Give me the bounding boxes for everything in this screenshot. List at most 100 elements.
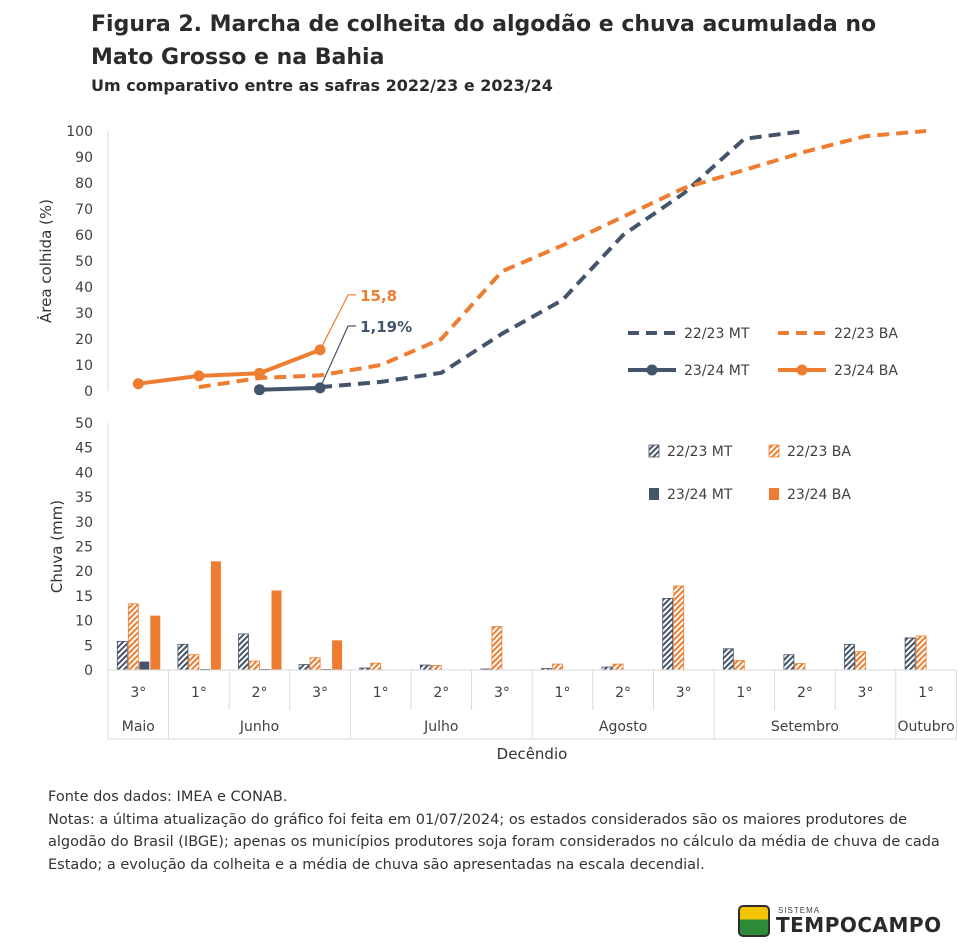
line-y-tick-label: 50 — [75, 254, 93, 270]
month-label: Julho — [423, 719, 458, 735]
bar-y-tick-label: 40 — [75, 465, 93, 481]
legend-key-bar — [648, 444, 660, 458]
month-label: Setembro — [771, 719, 839, 735]
line-series-23-24-MT — [259, 385, 321, 392]
legend-label: 22/23 BA — [787, 444, 851, 460]
legend-label: 23/24 BA — [834, 363, 898, 379]
line-y-axis-title: Área colhida (%) — [36, 199, 55, 323]
legend-label: 23/24 MT — [667, 487, 733, 503]
logo-icon — [738, 905, 770, 937]
bar-23-24-BA — [332, 640, 343, 670]
x-tick-label: 2° — [615, 685, 631, 701]
line-y-tick-label: 30 — [75, 306, 93, 322]
legend-key-bar — [768, 444, 780, 458]
logo-small-text: SISTEMA — [778, 906, 821, 915]
callout-label-mt: 1,19% — [360, 318, 412, 336]
callout-line-mt — [319, 325, 357, 389]
x-tick-label: 3° — [676, 685, 692, 701]
bar-23-24-BA — [271, 590, 282, 670]
legend-label: 23/24 BA — [787, 487, 851, 503]
bar-22-23-BA — [430, 665, 442, 671]
bar-22-23-MT — [662, 597, 674, 671]
legend-key-bar — [769, 488, 779, 500]
line-series-22-23-MT — [319, 129, 806, 390]
bar-22-23-BA — [370, 662, 382, 671]
bar-y-tick-label: 20 — [75, 564, 93, 580]
legend-label: 22/23 MT — [667, 444, 733, 460]
notes-block: Fonte dos dados: IMEA e CONAB. Notas: a … — [48, 786, 948, 876]
x-tick-label: 2° — [797, 685, 813, 701]
legend-label: 22/23 BA — [834, 326, 898, 342]
legend-key-marker — [646, 364, 658, 376]
line-series-23-24-BA — [138, 348, 321, 386]
x-tick-label: 3° — [130, 685, 146, 701]
bar-22-23-BA — [249, 660, 260, 671]
x-axis-title: Decêndio — [497, 745, 568, 763]
line-y-tick-label: 60 — [75, 228, 93, 244]
bar-23-24-BA — [150, 615, 161, 670]
line-point — [254, 384, 265, 396]
line-y-tick-label: 80 — [75, 176, 93, 192]
callout-line-ba — [319, 294, 357, 351]
month-label: Outubro — [898, 719, 955, 735]
x-tick-label: 3° — [858, 685, 874, 701]
bar-y-tick-label: 45 — [75, 441, 93, 457]
line-y-tick-label: 90 — [75, 150, 93, 166]
month-label: Junho — [239, 719, 279, 735]
bar-y-tick-label: 5 — [84, 638, 93, 654]
bar-22-23-BA — [673, 585, 685, 671]
bar-22-23-BA — [309, 657, 321, 671]
x-tick-label: 1° — [736, 685, 752, 701]
line-point — [132, 378, 144, 390]
bar-y-tick-label: 25 — [75, 540, 93, 556]
line-y-tick-label: 40 — [75, 280, 93, 296]
legend-key-marker — [796, 364, 808, 376]
x-tick-label: 1° — [918, 685, 934, 701]
line-point — [254, 367, 265, 379]
source-note: Fonte dos dados: IMEA e CONAB. — [48, 789, 288, 805]
x-tick-label: 1° — [555, 685, 571, 701]
line-y-tick-label: 100 — [66, 124, 93, 140]
bar-y-tick-label: 35 — [75, 490, 93, 506]
bar-y-tick-label: 15 — [75, 589, 93, 605]
line-series-22-23-BA — [198, 129, 927, 390]
bar-22-23-MT — [238, 633, 249, 671]
x-tick-label: 2° — [433, 685, 449, 701]
bar-22-23-BA — [491, 626, 503, 671]
bar-y-tick-label: 10 — [75, 614, 93, 630]
x-tick-label: 2° — [252, 685, 268, 701]
line-y-tick-label: 0 — [84, 384, 93, 400]
bar-22-23-BA — [855, 651, 866, 671]
bar-22-23-MT — [177, 643, 189, 671]
bar-22-23-MT — [298, 664, 310, 671]
bar-22-23-MT — [116, 640, 128, 671]
bar-22-23-MT — [419, 664, 431, 671]
bar-22-23-BA — [612, 663, 624, 671]
month-label: Agosto — [599, 719, 647, 735]
bar-22-23-MT — [904, 637, 916, 671]
callout-label-ba: 15,8 — [360, 287, 397, 305]
bar-22-23-BA — [794, 663, 806, 671]
x-tick-label: 1° — [373, 685, 389, 701]
line-y-tick-label: 70 — [75, 202, 93, 218]
bar-22-23-BA — [915, 635, 927, 671]
bar-y-tick-label: 30 — [75, 515, 93, 531]
bar-22-23-MT — [783, 654, 795, 671]
x-tick-label: 1° — [191, 685, 207, 701]
bar-y-tick-label: 0 — [84, 663, 93, 679]
chart-subtitle: Um comparativo entre as safras 2022/23 e… — [91, 76, 553, 95]
legend-label: 23/24 MT — [684, 363, 750, 379]
month-label: Maio — [122, 719, 155, 735]
bar-22-23-BA — [552, 663, 563, 671]
bar-23-24-MT — [139, 661, 150, 670]
bar-23-24-BA — [210, 561, 221, 670]
bar-22-23-MT — [722, 648, 734, 671]
x-tick-label: 3° — [312, 685, 328, 701]
chart-title: Figura 2. Marcha de colheita do algodão … — [91, 12, 877, 70]
notes-text: Notas: a última atualização do gráfico f… — [48, 811, 940, 873]
bar-y-axis-title: Chuva (mm) — [48, 500, 66, 593]
legend-label: 22/23 MT — [684, 326, 750, 342]
bar-22-23-BA — [188, 654, 200, 671]
bar-22-23-MT — [844, 643, 855, 671]
